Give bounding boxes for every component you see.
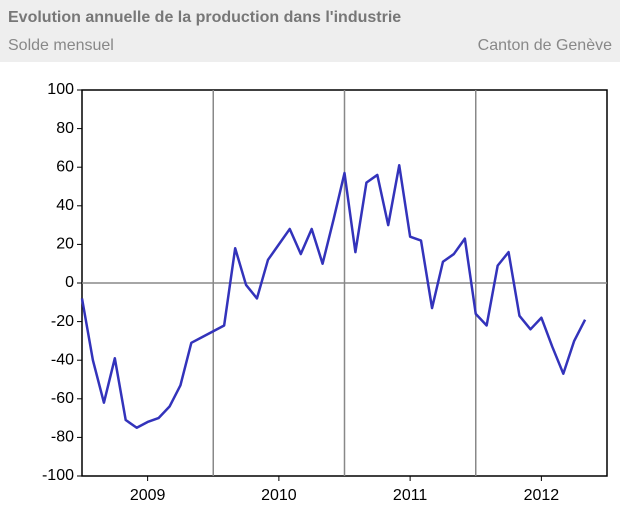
y-tick-label: 80: [56, 120, 74, 137]
x-tick-label: 2010: [261, 487, 297, 504]
y-tick-label: 0: [65, 274, 74, 291]
x-tick-label: 2009: [130, 487, 166, 504]
chart-title: Evolution annuelle de la production dans…: [8, 9, 401, 26]
x-tick-label: 2011: [393, 487, 428, 504]
header-band: [0, 0, 620, 62]
y-tick-label: -60: [51, 390, 74, 407]
y-tick-label: 40: [56, 197, 74, 214]
x-tick-label: 2012: [524, 487, 560, 504]
y-tick-label: -80: [51, 429, 74, 446]
y-tick-label: -40: [51, 351, 74, 368]
y-tick-label: -20: [51, 313, 74, 330]
y-tick-label: 100: [47, 81, 74, 98]
chart-subtitle: Solde mensuel: [8, 37, 114, 54]
y-tick-label: 20: [56, 236, 74, 253]
y-tick-label: -100: [42, 467, 74, 484]
data-line: [80, 164, 587, 429]
y-tick-label: 60: [56, 158, 74, 175]
chart-source: Canton de Genève: [478, 37, 612, 54]
